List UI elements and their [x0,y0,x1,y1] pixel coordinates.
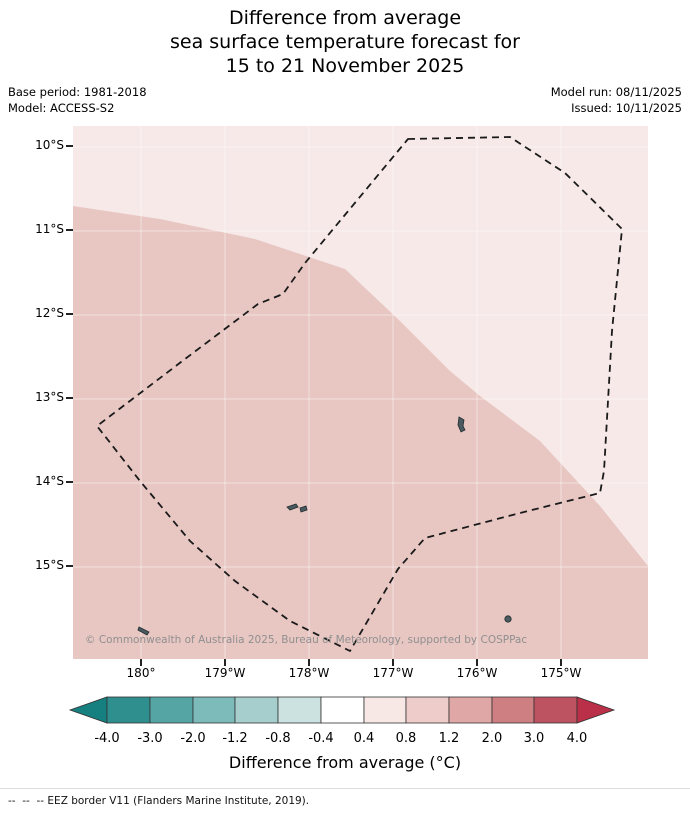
lon-label-175w: 175°W [540,666,582,680]
eez-legend-caption: -- -- -- EEZ border V11 (Flanders Marine… [8,795,310,807]
lon-tick [392,659,394,666]
island-wallis [457,416,466,433]
colorbar-tick: 4.0 [566,731,588,746]
lat-tick [66,145,73,147]
lat-label-15s: 15°S [35,558,64,572]
island-alofi [299,505,308,513]
colorbar-left-arrow [68,696,108,724]
lat-tick [66,565,73,567]
lat-label-13s: 13°S [35,390,64,404]
lat-tick [66,229,73,231]
model-text: Model: ACCESS-S2 [8,101,115,115]
islands [137,416,512,636]
colorbar-segment [320,696,365,724]
lat-label-12s: 12°S [35,306,64,320]
colorbar-segment [277,696,322,724]
eez-border-line [96,136,623,652]
lat-tick [66,397,73,399]
map-canvas: © Commonwealth of Australia 2025, Bureau… [73,126,648,659]
colorbar-segment [491,696,535,724]
colorbar-tick: -1.2 [222,731,248,746]
model-run-text: Model run: 08/11/2025 [550,85,682,99]
lat-label-11s: 11°S [35,222,64,236]
island-futuna [286,503,299,511]
title-line-2: sea surface temperature forecast for [170,31,520,53]
colorbar-tick: 3.0 [523,731,545,746]
lat-label-14s: 14°S [35,474,64,488]
lon-label-177w: 177°W [372,666,414,680]
page-title: Difference from average sea surface temp… [0,6,690,78]
lat-label-10s: 10°S [35,138,64,152]
lon-tick [476,659,478,666]
colorbar-segment [405,696,450,724]
colorbar-right-arrow [576,696,616,724]
colorbar-tick: -2.0 [180,731,206,746]
lon-tick [224,659,226,666]
sst-band-main [73,206,648,659]
issued-text: Issued: 10/11/2025 [571,101,682,115]
lon-tick [140,659,142,666]
colorbar-segment [149,696,194,724]
island-southwest [137,626,150,636]
lon-tick [308,659,310,666]
title-line-1: Difference from average [228,7,462,29]
colorbar-tick: -4.0 [94,731,120,746]
lon-label-178w: 178°W [288,666,330,680]
colorbar-tick: 0.8 [395,731,417,746]
colorbar-segment [363,696,407,724]
colorbar-segment [192,696,236,724]
base-period-text: Base period: 1981-2018 [8,85,147,99]
colorbar-segment [234,696,279,724]
lat-tick [66,313,73,315]
meta-left: Base period: 1981-2018 Model: ACCESS-S2 [8,84,147,116]
footer-divider [0,788,690,789]
island-southeast [504,615,512,623]
colorbar-tick: 0.4 [353,731,375,746]
colorbar-tick: -0.8 [265,731,291,746]
meta-right: Model run: 08/11/2025 Issued: 10/11/2025 [551,84,682,116]
colorbar [68,696,616,724]
lon-label-176w: 176°W [456,666,498,680]
lon-tick [560,659,562,666]
colorbar-segment [533,696,578,724]
colorbar-tick: 1.2 [438,731,460,746]
copyright-text: © Commonwealth of Australia 2025, Bureau… [85,634,527,646]
lat-tick [66,481,73,483]
colorbar-label: Difference from average (°C) [228,753,462,772]
graticule [73,126,648,659]
lon-label-179w: 179°W [204,666,246,680]
colorbar-segment [448,696,493,724]
colorbar-tick: 2.0 [481,731,503,746]
colorbar-tick: -3.0 [137,731,163,746]
colorbar-tick: -0.4 [308,731,334,746]
title-line-3: 15 to 21 November 2025 [225,55,465,77]
colorbar-segment [106,696,151,724]
lon-label-180: 180° [126,666,156,680]
